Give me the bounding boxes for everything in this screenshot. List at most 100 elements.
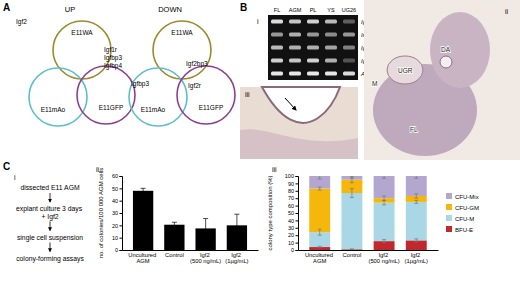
y-tick: 30 [288,225,298,231]
error-bar [382,176,386,178]
venn-circle [177,66,235,124]
error-cap [382,200,386,201]
y-axis-title: colony type composition (%) [267,175,273,250]
gel-band [343,72,355,76]
flow-arrow [50,193,51,202]
y-tick: 50 [112,186,122,192]
figure: AUPE11WAE11mAoE11GFPIgf2Igf1rIgfbp3Igfbp… [0,0,520,292]
error-bar [414,176,418,178]
gel-band [271,46,283,50]
gel-band [325,72,337,76]
image-background [240,87,358,159]
x-tick-label: Uncultured AGM [128,252,158,264]
error-bar [318,229,322,235]
axis-line [123,250,259,251]
error-line [384,200,385,204]
bar-segment [406,176,427,196]
lane-label: AGM [289,7,302,13]
error-bar [382,200,386,204]
y-axis: 0102030405060708090100 [285,173,299,253]
error-cap [350,248,354,249]
legend-swatch [446,215,452,221]
y-tick-label: 40 [112,198,118,204]
error-bar [350,248,354,250]
error-cap [318,187,322,188]
tick-mark [120,213,123,214]
error-cap [350,249,354,250]
gel-band [289,72,301,76]
error-cap [382,200,386,201]
legend-swatch [446,204,452,210]
legend-swatch [446,226,452,232]
x-tick-label: Igf2 (1µg/mL) [405,252,428,264]
error-bar [318,246,322,247]
error-cap [350,188,354,189]
error-cap [414,200,418,201]
tissue [440,56,452,68]
y-tick: 60 [288,203,298,209]
y-tick-label: 30 [112,210,118,216]
panel-label: B [240,2,247,13]
bar-segment [406,202,427,240]
annotation: UGR [398,67,413,74]
error-bar [382,196,386,200]
marks [133,188,247,250]
error-bar [318,176,322,179]
tick-mark [120,201,123,202]
error-cap [382,178,386,179]
error-cap [382,239,386,240]
legend-label: CFU-Mix [455,194,479,200]
error-cap [414,198,418,199]
gene-label: Igf2r [188,82,202,90]
error-cap [318,190,322,191]
venn-title: DOWN [158,5,182,14]
x-tick-label: Uncultured AGM [305,252,335,264]
gel-band [343,33,355,37]
gel: iFLAGMPLYSUG26Igf2IrIgf1rIgf2rActb [257,7,374,80]
y-tick-label: 20 [112,223,118,229]
tick-mark [296,198,299,199]
y-tick-label: 80 [288,188,294,194]
legend-label: BFU-E [455,227,473,233]
bar [133,191,153,250]
gel-band [343,46,355,50]
chart: ii0102030405060Uncultured AGMControlIgf2… [96,166,259,264]
tick-mark [120,250,123,251]
error-cap [382,195,386,196]
y-tick: 60 [112,173,122,179]
tick-mark [296,235,299,236]
legend-label: CFU-M [455,216,474,222]
error-bar [350,176,354,178]
gene-label: Igf1r [104,46,118,54]
legend: CFU-Mix CFU-GM CFU-M BFU-E [446,193,479,233]
gel-band [307,46,319,50]
gel-band [271,33,283,37]
tick-mark [296,220,299,221]
tick-mark [120,176,123,177]
gel-band [307,33,319,37]
error-line [319,229,320,235]
error-cap [318,178,322,179]
bar-segment [309,247,330,250]
flow-arrow [50,243,51,252]
annotation: FL [410,126,418,133]
gene-label: Igfbp3 [131,80,149,88]
legend-label: CFU-GM [455,205,479,211]
error-line [416,239,417,242]
flow-arrow [50,222,51,231]
error-cap [318,229,322,230]
venn-set-label: E11WA [171,29,193,36]
y-tick-label: 60 [288,203,294,209]
tick-mark [120,238,123,239]
venn-diagram: DOWNE11WAE11mAoE11GFPIgf2bp3Igfbp3Igf2r [129,5,235,126]
bar-segment [341,193,362,249]
error-cap [318,235,322,236]
error-line [384,240,385,243]
gel-background [268,15,358,80]
error-cap [414,203,418,204]
flow-step: explant culture 3 days + Igf2 [16,205,84,221]
gene-label: Igf2 [16,18,27,26]
gel-band [271,59,283,63]
x-tick: Uncultured AGM [128,250,158,264]
bar-segment [374,203,395,241]
